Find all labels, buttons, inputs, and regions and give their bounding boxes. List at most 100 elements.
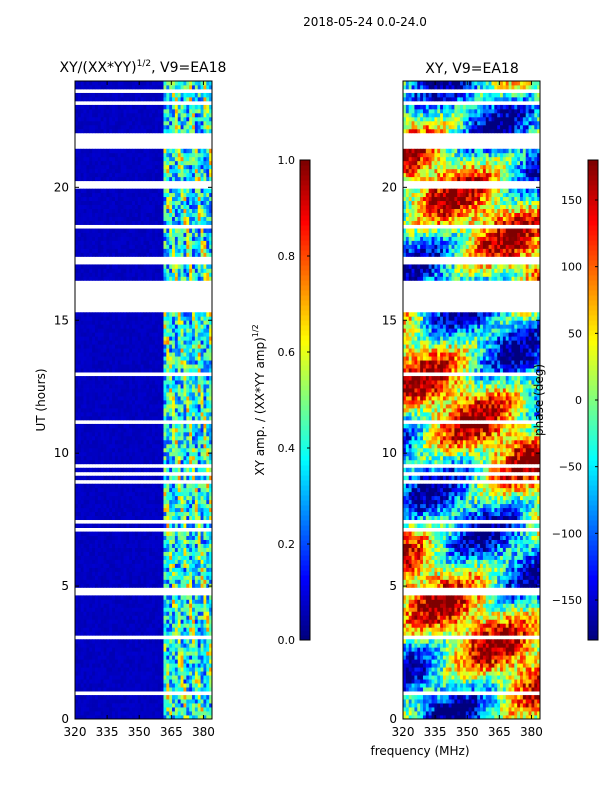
heat-cell	[75, 312, 79, 317]
heat-cell	[194, 380, 199, 385]
heat-cell	[120, 376, 124, 381]
heat-cell	[149, 388, 153, 393]
heat-cell	[106, 451, 110, 457]
heat-cell	[180, 687, 184, 692]
heat-cell	[132, 400, 136, 405]
heat-cell	[157, 384, 162, 389]
heat-cell	[126, 483, 130, 489]
heat-cell	[123, 400, 127, 405]
heat-cell	[143, 539, 147, 544]
heat-cell	[112, 228, 116, 233]
heat-cell	[174, 423, 179, 429]
heat-cell	[149, 252, 153, 257]
heat-cell	[177, 539, 181, 544]
heat-cell	[166, 511, 170, 517]
heat-cell	[89, 396, 93, 401]
heat-cell	[106, 627, 110, 632]
heat-cell	[132, 344, 136, 349]
heat-cell	[77, 639, 82, 644]
heat-cell	[203, 651, 207, 656]
heat-cell	[123, 623, 127, 628]
heat-cell	[103, 264, 107, 269]
heat-cell	[154, 655, 159, 660]
heat-cell	[89, 511, 93, 517]
heat-cell	[75, 220, 79, 225]
heat-cell	[160, 599, 164, 604]
heat-cell	[100, 336, 104, 341]
heat-cell	[123, 431, 127, 437]
heat-cell	[103, 228, 107, 233]
heat-cell	[206, 439, 210, 445]
heat-cell	[97, 459, 102, 465]
heat-cell	[180, 348, 184, 353]
heat-cell	[197, 360, 201, 365]
heat-cell	[197, 268, 201, 273]
heat-cell	[206, 647, 210, 652]
heat-cell	[206, 252, 210, 257]
heat-cell	[149, 583, 153, 588]
heat-cell	[152, 340, 156, 345]
heat-cell	[77, 368, 82, 373]
heat-cell	[154, 683, 159, 688]
heat-cell	[140, 483, 144, 489]
heat-cell	[177, 324, 181, 329]
heat-cell	[163, 396, 167, 401]
heat-cell	[200, 639, 204, 644]
heat-cell	[92, 435, 96, 441]
heat-cell	[123, 388, 127, 393]
heat-cell	[132, 320, 136, 325]
heat-cell	[129, 679, 133, 684]
heat-cell	[137, 316, 142, 321]
heat-cell	[177, 427, 181, 433]
heat-cell	[109, 647, 113, 652]
heat-cell	[75, 455, 79, 461]
heat-cell	[172, 276, 176, 281]
heat-cell	[112, 499, 116, 505]
heat-cell	[186, 679, 190, 684]
heat-cell	[157, 503, 162, 509]
heat-cell	[114, 380, 119, 385]
heat-cell	[189, 559, 193, 564]
heat-cell	[132, 711, 136, 716]
heat-cell	[200, 403, 204, 409]
heat-cell	[169, 639, 173, 644]
heat-cell	[192, 427, 196, 433]
heat-cell	[114, 336, 119, 341]
heat-cell	[192, 316, 196, 321]
heat-cell	[180, 352, 184, 357]
heat-cell	[200, 431, 204, 437]
heat-cell	[97, 647, 102, 652]
heat-cell	[183, 651, 187, 656]
heat-cell	[94, 579, 99, 584]
heat-cell	[75, 447, 79, 453]
heat-cell	[174, 563, 179, 568]
heat-cell	[160, 555, 164, 560]
heat-cell	[183, 523, 187, 528]
heat-cell	[172, 611, 176, 616]
heat-cell	[112, 583, 116, 588]
heat-cell	[152, 411, 156, 417]
heat-cell	[83, 248, 87, 253]
heat-cell	[183, 392, 187, 397]
heat-cell	[92, 220, 96, 225]
heat-cell	[100, 659, 104, 664]
heat-cell	[146, 551, 150, 556]
heat-cell	[154, 567, 159, 572]
heat-cell	[149, 228, 153, 233]
heat-cell	[154, 388, 159, 393]
heat-cell	[120, 683, 124, 688]
heat-cell	[143, 607, 147, 612]
heat-cell	[129, 599, 133, 604]
heat-cell	[126, 316, 130, 321]
heat-cell	[152, 368, 156, 373]
heat-cell	[100, 511, 104, 517]
heat-cell	[120, 655, 124, 660]
heat-cell	[183, 360, 187, 365]
heat-cell	[169, 499, 173, 505]
heat-cell	[152, 236, 156, 241]
heat-cell	[94, 715, 99, 720]
heat-cell	[114, 571, 119, 576]
heat-cell	[103, 699, 107, 704]
heat-cell	[112, 388, 116, 393]
heat-cell	[189, 232, 193, 237]
